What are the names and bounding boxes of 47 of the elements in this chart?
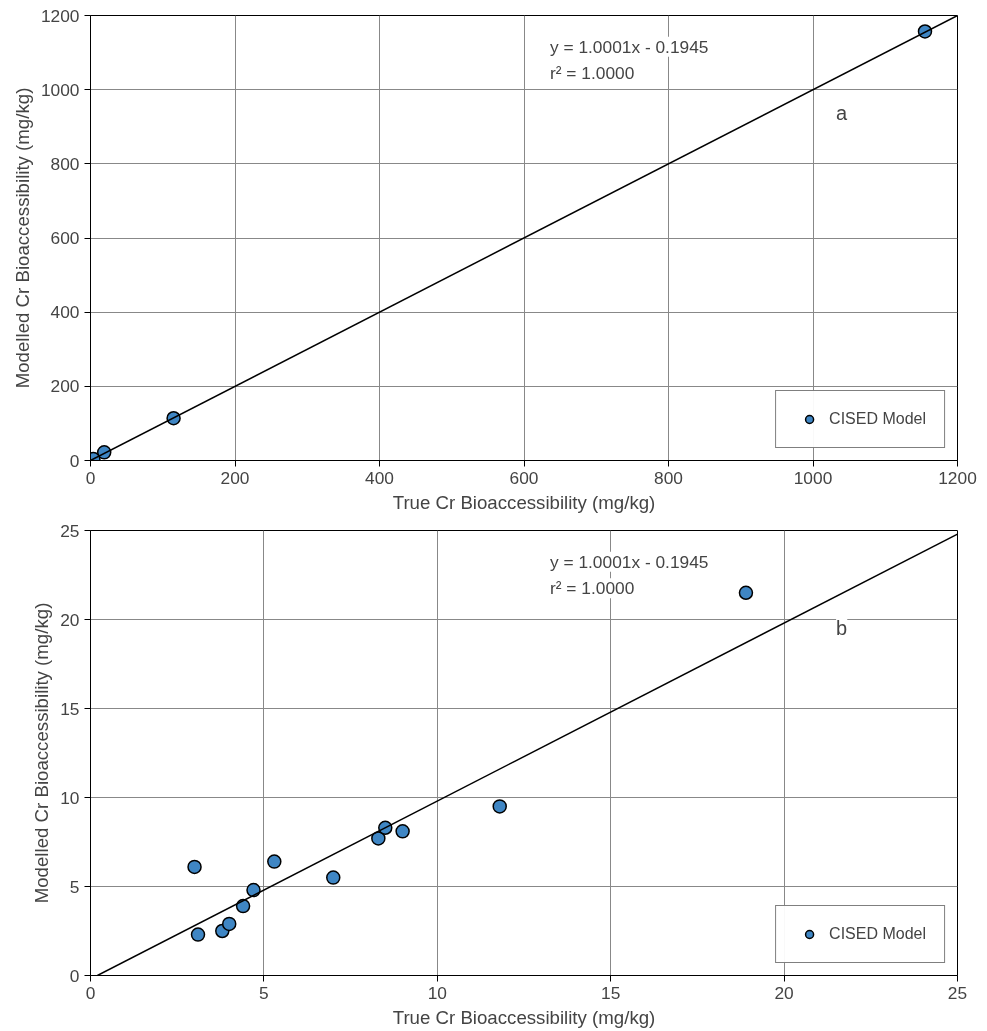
point — [395, 824, 410, 839]
y-axis-title: Modelled Cr Bioaccessibility (mg/kg) — [31, 602, 53, 904]
y-tick-label: 600 — [50, 228, 80, 248]
annotation: b — [836, 617, 848, 640]
point — [738, 585, 754, 601]
x-axis-title: True Cr Bioaccessibility (mg/kg) — [392, 491, 656, 513]
point — [221, 916, 237, 932]
y-tick-label: 25 — [60, 520, 80, 541]
x-tick-label: 0 — [85, 467, 96, 488]
x-tick-label: 20 — [774, 982, 794, 1003]
x-tick-label: 25 — [947, 982, 968, 1003]
x-tick-label: 400 — [365, 467, 394, 488]
y-tick-label: 5 — [69, 876, 80, 897]
x-tick-label: 600 — [509, 467, 539, 488]
x-tick-label: 800 — [654, 467, 683, 488]
point — [267, 854, 282, 869]
annotation: r² = 1.0000 — [550, 578, 635, 599]
annotation: r² = 1.0000 — [550, 63, 635, 84]
x-axis-title: True Cr Bioaccessibility (mg/kg) — [392, 1006, 656, 1028]
y-tick-label: 0 — [69, 965, 80, 986]
y-tick-label: 200 — [50, 376, 80, 397]
x-tick-label: 1200 — [938, 467, 977, 488]
point — [492, 799, 507, 814]
x-tick-label: 10 — [427, 982, 447, 1003]
point — [326, 870, 341, 885]
y-tick-label: 20 — [60, 609, 80, 630]
annotation: y = 1.0001x - 0.1945 — [550, 36, 709, 57]
y-tick-label: 15 — [60, 698, 80, 719]
point — [187, 859, 202, 875]
y-tick-label: 0 — [69, 450, 80, 471]
point — [190, 927, 206, 942]
y-tick-label: 1200 — [40, 5, 80, 26]
y-axis-title: Modelled Cr Bioaccessibility (mg/kg) — [11, 87, 33, 389]
y-tick-label: 400 — [50, 302, 80, 323]
x-tick-label: 200 — [220, 467, 250, 488]
x-tick-label: 5 — [259, 982, 269, 1003]
legend-label: CISED Model — [829, 410, 926, 428]
y-tick-label: 1000 — [40, 79, 80, 100]
annotation: a — [836, 102, 849, 125]
point — [235, 898, 251, 914]
y-tick-label: 800 — [50, 153, 80, 174]
annotation: y = 1.0001x - 0.1945 — [550, 551, 709, 572]
legend-label: CISED Model — [829, 925, 926, 943]
x-tick-label: 15 — [601, 982, 621, 1003]
x-tick-label: 0 — [85, 982, 96, 1003]
x-tick-label: 1000 — [793, 467, 833, 488]
y-tick-label: 10 — [60, 787, 80, 808]
